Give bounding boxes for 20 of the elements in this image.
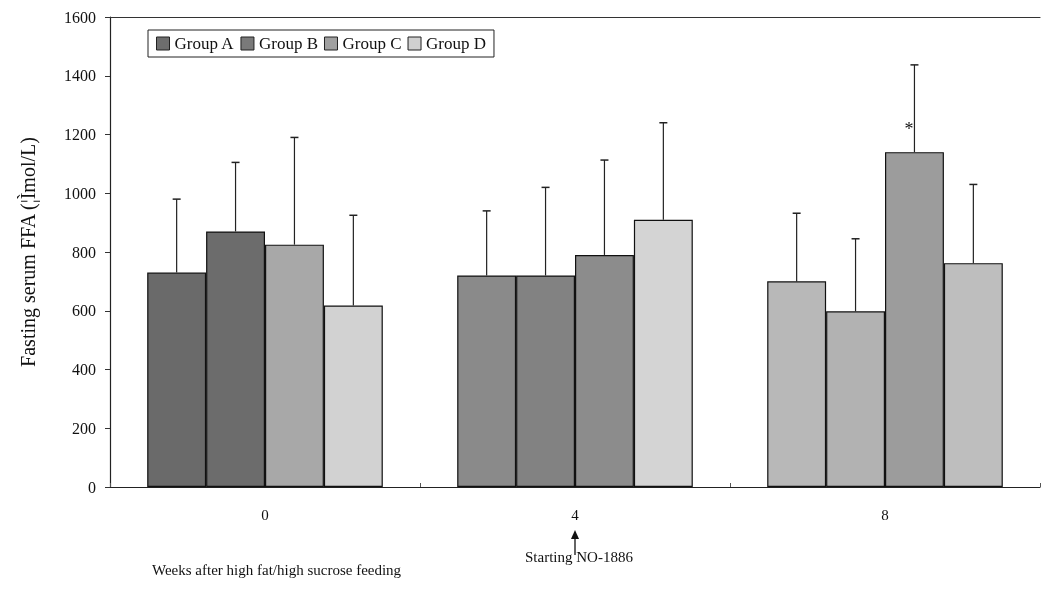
y-tick-label: 0	[88, 478, 96, 496]
y-tick-label: 600	[72, 302, 96, 320]
x-tick-label: 8	[881, 506, 889, 523]
legend-label: Group A	[174, 34, 235, 53]
legend-label: Group B	[258, 34, 318, 53]
y-tick-label: 400	[72, 361, 96, 378]
y-tick-label: 1600	[64, 8, 96, 26]
y-axis-title: Fasting serum FFA (¦Ìmol/L)	[17, 137, 40, 367]
legend-label: Group C	[342, 34, 402, 53]
text: Starting NO-1886	[525, 549, 633, 566]
annotation: *	[904, 119, 914, 141]
y-tick-label: 1400	[64, 67, 96, 85]
x-tick-label: 4	[571, 506, 580, 523]
y-tick-label: 800	[72, 243, 96, 261]
y-tick-label: 1000	[64, 184, 96, 202]
x-tick-label: 0	[261, 506, 269, 523]
legend-label: Group D	[426, 34, 486, 53]
y-tick-label: 200	[72, 419, 96, 437]
y-tick-label: 1200	[64, 126, 96, 143]
x-axis-title: Weeks after high fat/high sucrose feeding	[152, 562, 402, 579]
